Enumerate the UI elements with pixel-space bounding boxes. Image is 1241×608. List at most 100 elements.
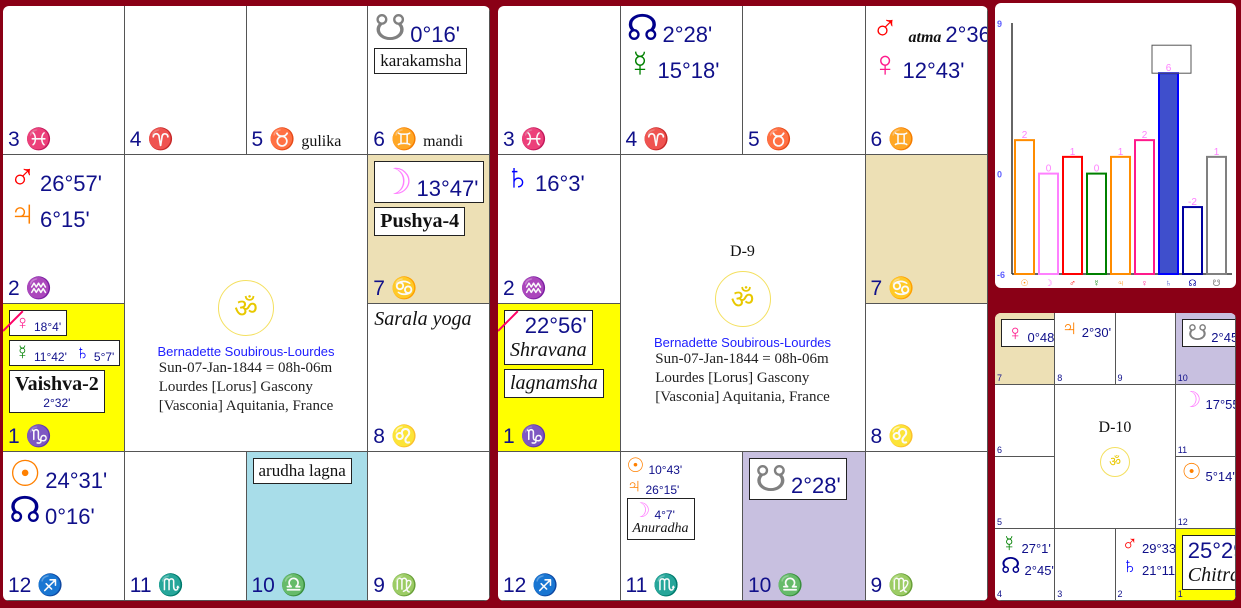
house-number-text: 1	[1177, 589, 1183, 599]
house-1: ♀︎ 18°4' ☿︎ 11°42' ♄︎ 5°7' Vaishva-2 2°32' 1 ♑	[3, 303, 125, 453]
house-7: ♀︎ 0°48' 7	[995, 313, 1056, 385]
birth-line3: [Vasconia] Aquitania, France	[655, 388, 830, 405]
mars-icon: ♂︎	[871, 7, 899, 48]
label-sub: Shravana	[510, 338, 587, 361]
mars-icon: ♂︎	[9, 155, 36, 197]
sun-icon: ☉︎	[9, 453, 42, 495]
highlight-box	[1151, 44, 1192, 74]
planet-degree: 2°28'	[790, 473, 841, 499]
om-icon: ॐ	[1100, 447, 1130, 477]
house-number-text: 10	[1177, 373, 1188, 383]
x-tick-label: ♂	[1069, 278, 1076, 288]
mercury-icon: ☿︎	[626, 43, 654, 84]
sign-4-icon: ♈	[643, 127, 670, 151]
bar-value-label: 1	[1214, 147, 1220, 158]
sign-10-icon: ♎	[280, 574, 308, 597]
house-4: ☿︎ 27°1' ☊︎ 2°45' 4	[995, 529, 1056, 601]
x-tick-label: ☊	[1189, 278, 1197, 288]
sign-6-icon: ♊	[888, 127, 915, 151]
x-tick-label: ☉	[1020, 278, 1028, 288]
house-3: 3 ♓	[498, 6, 621, 155]
label-text: Vaishva-2	[15, 372, 99, 395]
house-number: 6 ♊	[871, 128, 915, 152]
house-number-text: 3	[1057, 589, 1063, 599]
house-2: ♂︎ 29°33' ♄︎ 21°11' 2	[1115, 529, 1176, 601]
house-number-text: 2	[503, 276, 515, 300]
bar-value-label: 0	[1046, 164, 1052, 175]
planet-degree: 18°4'	[34, 319, 62, 334]
bar-value-label: 2	[1142, 130, 1148, 141]
house-number: 12 ♐	[8, 574, 64, 598]
house-number-text: 7	[373, 276, 385, 300]
planet-saturn: ♄︎ 5°7'	[75, 343, 114, 363]
house-10: arudha lagna 10 ♎	[246, 452, 369, 601]
house-3: 3 ♓	[3, 6, 125, 155]
planet-moon: ☽︎ 13°47'	[380, 160, 478, 202]
planet-rahu: ☊︎ 0°16'	[9, 492, 118, 528]
planet-venus: ♀︎ 18°4'	[15, 313, 61, 333]
house-number-text: 2	[8, 276, 20, 300]
house-9: 9 ♍	[368, 452, 490, 601]
house-number-text: 12	[8, 574, 32, 597]
planet-degree: 2°45'	[1211, 330, 1235, 345]
house-11: ☽︎17°55' 11	[1175, 385, 1236, 457]
house-number-text: 5	[997, 517, 1003, 527]
sign-3-icon: ♓	[520, 127, 547, 151]
planet-degree: 0°48'	[1027, 330, 1056, 345]
planet-note: atma	[908, 29, 942, 46]
house-number: 12	[1178, 517, 1188, 527]
house-10: ☋︎2°45' 10	[1175, 313, 1236, 385]
house-2: ♂︎ 26°57' ♃︎ 6°15' 2 ♒	[3, 154, 125, 304]
planet-degree: 29°33'	[1142, 541, 1176, 556]
house-number: 3 ♓	[503, 128, 547, 152]
planet-rahu: ☊︎ 2°28'	[627, 10, 737, 46]
moon-icon: ☽︎	[380, 160, 413, 202]
planet-degree: 27°1'	[1021, 541, 1051, 556]
planet-degree: 21°11'	[1142, 563, 1176, 578]
house-number: 11 ♏	[626, 574, 680, 598]
house-10: ☋︎ 2°28' 10 ♎	[743, 452, 866, 601]
house-12: ☉︎ 5°14' 12	[1175, 457, 1236, 529]
house-number: 1 ♑	[8, 425, 52, 449]
house-8: ♃︎ 2°30' 8	[1055, 313, 1116, 385]
bar	[1062, 155, 1083, 275]
venus-icon: ♀︎	[871, 43, 899, 84]
house-number: 4 ♈	[130, 128, 174, 152]
house-number-text: 11	[1177, 445, 1188, 455]
house-number: 6	[997, 445, 1002, 455]
house-number: 5 ♉	[748, 128, 792, 152]
planet-degree: 17°55'	[1205, 397, 1235, 412]
house-number: 11 ♏	[130, 574, 184, 598]
native-name: Bernadette Soubirous-Lourdes	[653, 334, 832, 350]
house-number: 10	[1178, 373, 1188, 383]
y-tick-label: 0	[997, 170, 1002, 180]
house-4: ☊︎ 2°28' ☿︎ 15°18' 4 ♈	[620, 6, 743, 155]
planet-degree: 26°57'	[40, 170, 102, 196]
sun-icon: ☉︎	[626, 455, 645, 478]
label-sub: 2°32'	[43, 395, 71, 410]
house-number-text: 6	[373, 127, 385, 151]
ketu-icon: ☋︎	[1187, 320, 1208, 345]
house-number: 10 ♎	[252, 574, 308, 598]
bar	[1182, 206, 1203, 275]
birth-line1: Sun-07-Jan-1844 = 08h-06m	[655, 350, 829, 367]
chart-label: Sarala yoga	[374, 308, 483, 331]
house-number-text: 4	[625, 127, 638, 151]
sign-6-icon: ♊	[390, 127, 418, 151]
house-number: 3 ♓	[8, 128, 52, 152]
sun-icon: ☉︎	[1181, 459, 1202, 484]
x-tick-label: ♄	[1165, 278, 1172, 288]
label-text: 25°29'	[1187, 538, 1235, 563]
planet-mercury: ☿︎ 11°42'	[15, 343, 67, 363]
chart-title: D-9	[730, 242, 755, 260]
house-number-text: 12	[503, 574, 527, 597]
sign-4-icon: ♈	[147, 127, 174, 151]
bar-value-label: 1	[1118, 147, 1124, 158]
house-number: 11	[1178, 445, 1187, 455]
bar-value-label: 0	[1094, 164, 1100, 175]
house-number: 9 ♍	[871, 574, 915, 598]
house-12: 12 ♐	[498, 452, 621, 601]
house-1: 22°56' Shravana lagnamsha 1 ♑	[498, 303, 621, 453]
planet-ketu: ☋︎ 0°16'	[374, 10, 483, 46]
planet-row: ☉︎ 10°43'	[627, 456, 737, 476]
